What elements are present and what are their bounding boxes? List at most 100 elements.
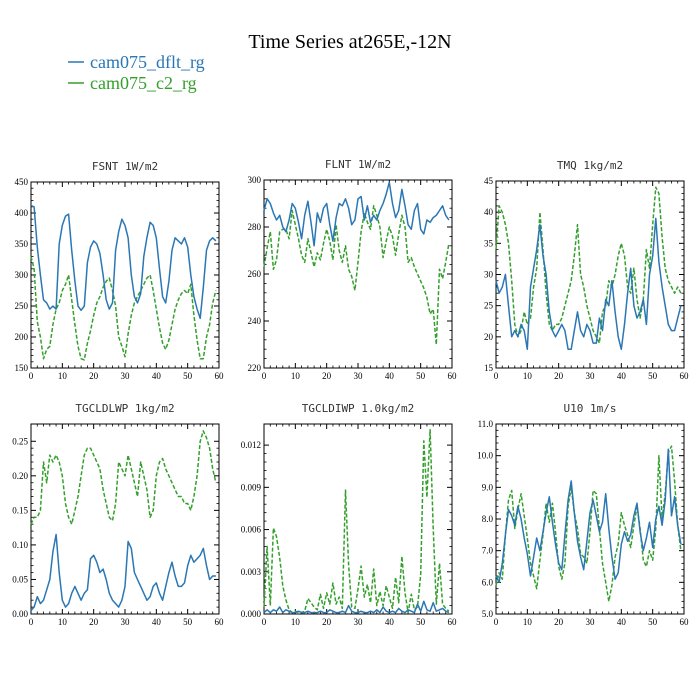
y-tick-label: 8.0 (482, 514, 494, 524)
x-tick-label: 60 (680, 371, 690, 381)
series-line-c2 (263, 205, 450, 346)
y-tick-label: 35 (484, 238, 494, 248)
x-tick-label: 20 (322, 371, 332, 381)
y-tick-label: 0.25 (12, 436, 28, 446)
y-tick-label: 200 (15, 332, 29, 342)
y-tick-label: 260 (248, 269, 262, 279)
y-tick-label: 20 (484, 332, 494, 342)
plot-frame (263, 179, 453, 369)
y-tick-label: 25 (484, 301, 494, 311)
x-tick-label: 30 (586, 617, 596, 627)
legend: cam075_dflt_rg cam075_c2_rg (68, 52, 205, 93)
x-tick-label: 60 (448, 617, 458, 627)
y-tick-label: 45 (484, 176, 494, 186)
x-tick-label: 20 (89, 371, 99, 381)
y-tick-label: 7.0 (482, 546, 494, 556)
series-line-dflt (30, 204, 217, 320)
panel-4: TGCLDLWP 1kg/m2 0 10 20 30 40 50 60 0.00 0.05 0.10… (12, 402, 224, 627)
y-tick-label: 0.000 (241, 609, 262, 619)
panel-3: TMQ 1kg/m2 0 10 20 30 40 50 60 15 20 25 30 35 40 45 (484, 159, 689, 381)
x-tick-label: 40 (152, 371, 162, 381)
x-tick-label: 0 (29, 371, 34, 381)
series-line-dflt (495, 448, 682, 584)
x-tick-label: 40 (617, 371, 627, 381)
y-tick-label: 240 (248, 316, 262, 326)
panel-title: FLNT 1W/m2 (325, 158, 391, 171)
panel-title: TGCLDLWP 1kg/m2 (75, 402, 174, 415)
panel-5: TGCLDIWP 1.0kg/m2 0 10 20 30 40 50 60 0.000 0.003… (241, 402, 457, 627)
y-tick-label: 220 (248, 363, 262, 373)
x-tick-label: 40 (385, 617, 395, 627)
x-tick-label: 60 (448, 371, 458, 381)
y-tick-label: 350 (15, 239, 29, 249)
y-tick-label: 9.0 (482, 482, 494, 492)
y-tick-label: 0.15 (12, 505, 28, 515)
x-tick-label: 20 (554, 617, 564, 627)
x-tick-label: 30 (121, 371, 131, 381)
x-tick-label: 40 (152, 617, 162, 627)
panel-1: FSNT 1W/m2 0 10 20 30 40 50 60 150 200 250 300 350 40… (15, 160, 225, 381)
x-tick-label: 0 (262, 617, 267, 627)
y-tick-label: 0.003 (241, 567, 262, 577)
y-tick-label: 0.10 (12, 540, 28, 550)
x-tick-label: 0 (262, 371, 267, 381)
y-tick-label: 11.0 (478, 419, 494, 429)
y-tick-label: 300 (248, 175, 262, 185)
x-tick-label: 20 (322, 617, 332, 627)
y-tick-label: 30 (484, 270, 494, 280)
series-line-c2 (495, 445, 682, 603)
x-tick-label: 20 (554, 371, 564, 381)
x-tick-label: 60 (680, 617, 690, 627)
y-tick-label: 0.012 (241, 440, 261, 450)
y-tick-label: 0.00 (12, 609, 28, 619)
panels: FSNT 1W/m20 10 20 30 40 50 6015020025030035040… (12, 158, 689, 627)
x-tick-label: 30 (121, 617, 131, 627)
x-tick-label: 0 (29, 617, 34, 627)
x-tick-label: 30 (354, 617, 364, 627)
series-line-c2 (263, 428, 450, 614)
panel-title: FSNT 1W/m2 (92, 160, 158, 173)
x-tick-label: 50 (416, 371, 426, 381)
legend-label-c2: cam075_c2_rg (90, 73, 197, 93)
legend-label-dflt: cam075_dflt_rg (90, 52, 205, 72)
x-tick-label: 10 (58, 371, 68, 381)
x-tick-label: 10 (523, 371, 533, 381)
y-tick-label: 280 (248, 222, 262, 232)
y-tick-label: 450 (15, 177, 29, 187)
x-tick-label: 20 (89, 617, 99, 627)
series-line-dflt (263, 600, 450, 614)
x-tick-label: 50 (183, 371, 193, 381)
y-tick-label: 10.0 (477, 451, 493, 461)
x-tick-label: 50 (648, 617, 658, 627)
series-line-dflt (30, 533, 216, 612)
y-tick-label: 6.0 (482, 577, 494, 587)
x-tick-label: 30 (586, 371, 596, 381)
y-tick-label: 0.006 (241, 525, 262, 535)
series-line-dflt (495, 217, 682, 351)
x-tick-label: 10 (291, 617, 301, 627)
x-tick-label: 10 (291, 371, 301, 381)
y-tick-label: 150 (15, 363, 29, 373)
y-tick-label: 0.05 (12, 574, 28, 584)
panel-6: U10 1m/s 0 10 20 30 40 50 60 5.0 6.0 7.0 8.0 9.0 10.0… (477, 402, 689, 627)
series-line-c2 (495, 186, 682, 344)
y-tick-label: 250 (15, 301, 29, 311)
series-line-c2 (30, 256, 217, 361)
x-tick-label: 50 (648, 371, 658, 381)
x-tick-label: 0 (494, 371, 499, 381)
x-tick-label: 60 (215, 617, 225, 627)
x-tick-label: 30 (354, 371, 364, 381)
panel-title: TMQ 1kg/m2 (557, 159, 623, 172)
y-tick-label: 40 (484, 207, 494, 217)
x-tick-label: 40 (385, 371, 395, 381)
x-tick-label: 60 (215, 371, 225, 381)
y-tick-label: 5.0 (482, 609, 494, 619)
series-line-c2 (30, 430, 217, 525)
x-tick-label: 50 (416, 617, 426, 627)
series-line-dflt (263, 181, 450, 247)
x-tick-label: 40 (617, 617, 627, 627)
y-tick-label: 400 (15, 208, 29, 218)
y-tick-label: 0.009 (241, 482, 262, 492)
panel-2: FLNT 1W/m2 0 10 20 30 40 50 60 220 240 260 280 300 (248, 158, 458, 381)
